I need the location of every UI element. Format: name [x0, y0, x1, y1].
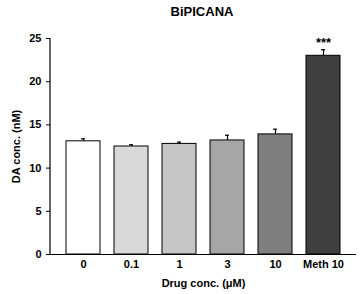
svg-text:10: 10: [269, 258, 281, 270]
svg-text:DA conc. (nM): DA conc. (nM): [10, 109, 22, 183]
svg-text:0: 0: [80, 258, 86, 270]
svg-text:20: 20: [29, 75, 41, 87]
svg-text:25: 25: [29, 32, 41, 44]
svg-text:0.1: 0.1: [124, 258, 139, 270]
svg-text:10: 10: [29, 162, 41, 174]
svg-text:Meth 10: Meth 10: [303, 258, 344, 270]
svg-text:3: 3: [224, 258, 230, 270]
svg-text:5: 5: [35, 205, 41, 217]
svg-text:0: 0: [35, 248, 41, 260]
svg-text:1: 1: [176, 258, 182, 270]
html-text:BiPICANA: BiPICANA: [170, 4, 234, 19]
svg-text:***: ***: [316, 35, 332, 50]
svg-text:Drug conc. (μM): Drug conc. (μM): [162, 277, 246, 289]
svg-text:15: 15: [29, 118, 41, 130]
